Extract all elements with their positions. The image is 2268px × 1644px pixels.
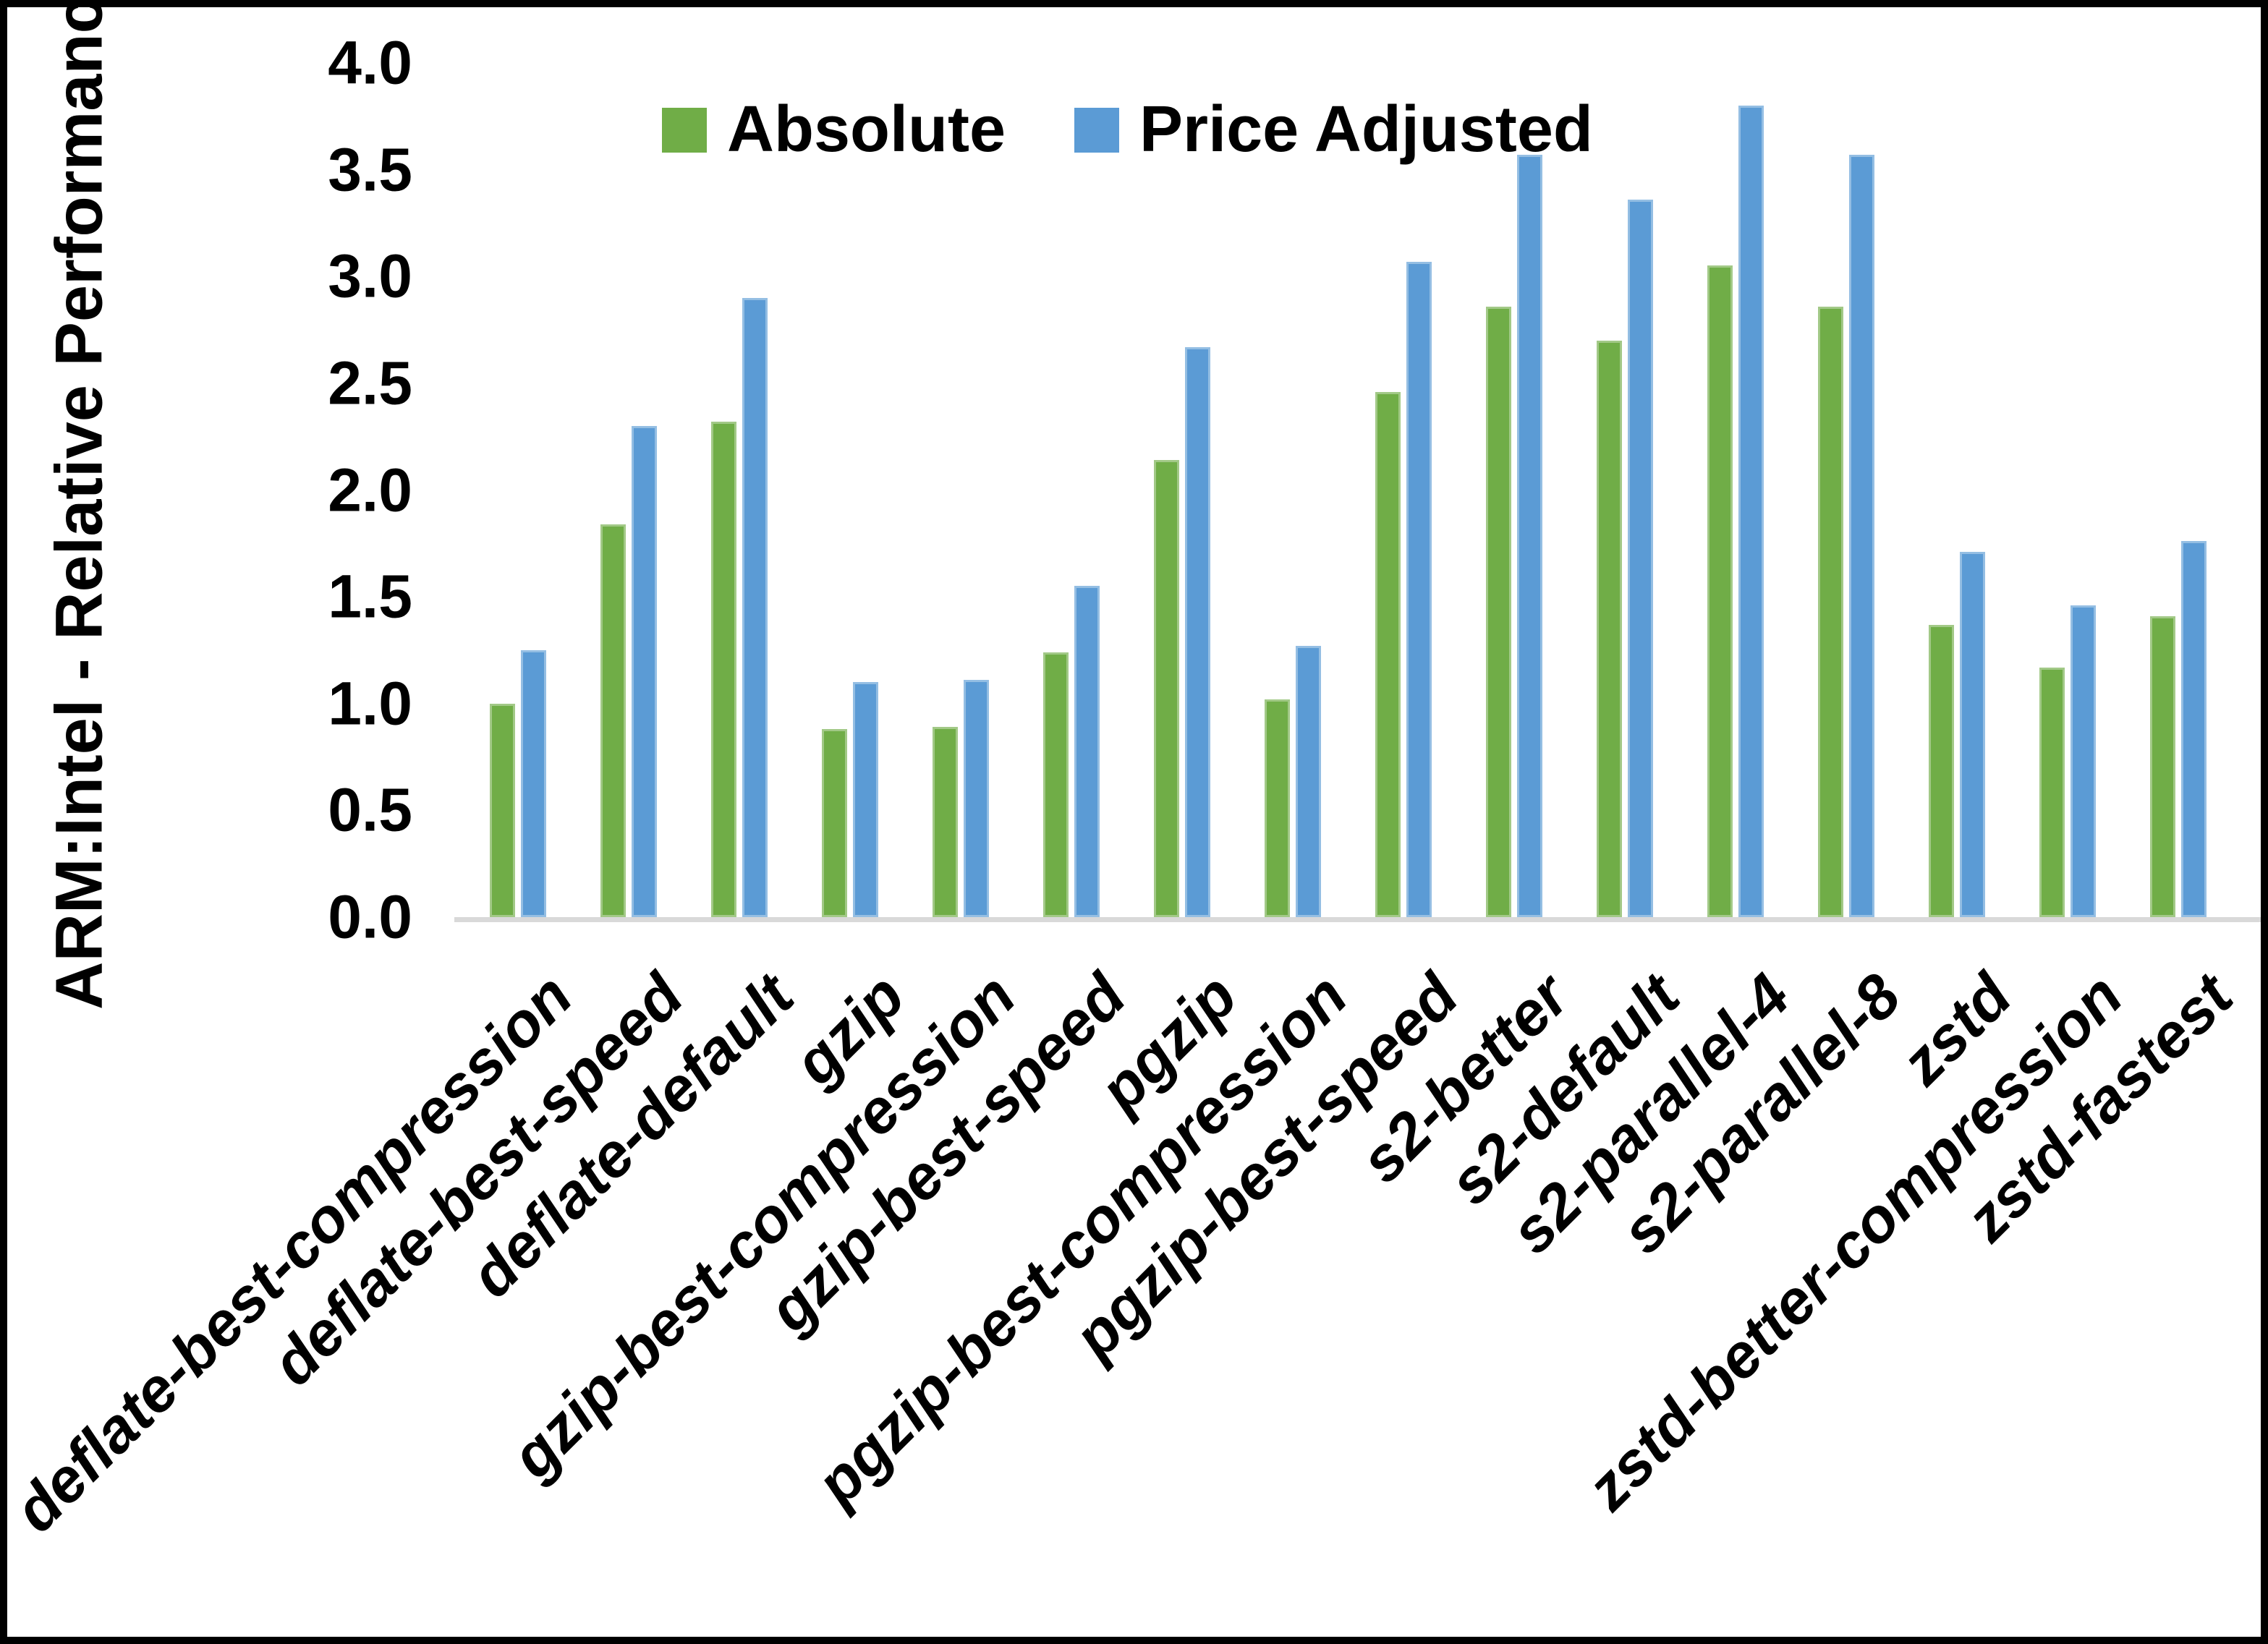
bar-price-adjusted-pgzip	[1185, 347, 1210, 917]
plot-area	[463, 63, 2261, 917]
x-axis-line	[454, 917, 2261, 922]
bar-absolute-s2-default	[1597, 341, 1622, 917]
bar-price-adjusted-zstd-fastest	[2181, 541, 2207, 917]
y-tick-2.0: 2.0	[328, 456, 412, 524]
y-tick-1.5: 1.5	[328, 562, 412, 631]
bar-price-adjusted-gzip	[853, 682, 878, 917]
y-tick-4.0: 4.0	[328, 28, 412, 97]
bar-absolute-deflate-best-compression	[490, 704, 515, 917]
y-tick-3.0: 3.0	[328, 242, 412, 310]
bar-absolute-zstd-better-compression	[2039, 668, 2065, 917]
bar-price-adjusted-deflate-default	[742, 298, 768, 917]
bar-absolute-s2-parallel-4	[1707, 265, 1733, 917]
y-tick-3.5: 3.5	[328, 135, 412, 204]
bar-price-adjusted-s2-better	[1517, 155, 1542, 917]
bar-price-adjusted-gzip-best-speed	[1074, 586, 1100, 917]
legend: Absolute Price Adjusted	[662, 93, 1593, 167]
bar-absolute-pgzip-best-speed	[1375, 392, 1401, 917]
bar-price-adjusted-zstd	[1960, 552, 1985, 917]
bar-price-adjusted-s2-parallel-4	[1738, 106, 1764, 917]
bar-absolute-deflate-best-speed	[600, 524, 626, 917]
bar-absolute-gzip	[822, 729, 847, 917]
bar-absolute-deflate-default	[711, 422, 736, 917]
bar-price-adjusted-s2-parallel-8	[1849, 155, 1874, 917]
legend-item-price-adjusted: Price Adjusted	[1074, 93, 1593, 167]
bar-absolute-s2-parallel-8	[1818, 307, 1843, 917]
y-axis-title: ARM:Intel - Relative Performance	[42, 0, 116, 1010]
legend-swatch-icon	[1074, 107, 1120, 153]
y-tick-0.0: 0.0	[328, 882, 412, 951]
bar-price-adjusted-gzip-best-compression	[964, 680, 989, 917]
legend-label: Price Adjusted	[1139, 93, 1593, 166]
bar-absolute-gzip-best-speed	[1043, 652, 1069, 917]
bar-absolute-gzip-best-compression	[933, 727, 958, 917]
bar-absolute-pgzip	[1154, 460, 1179, 917]
legend-label: Absolute	[727, 93, 1006, 166]
legend-swatch-icon	[662, 107, 707, 153]
bar-absolute-pgzip-best-compression	[1265, 699, 1290, 917]
bar-price-adjusted-s2-default	[1628, 200, 1653, 917]
y-tick-0.5: 0.5	[328, 775, 412, 844]
y-tick-2.5: 2.5	[328, 349, 412, 417]
bar-price-adjusted-deflate-best-compression	[521, 650, 546, 917]
legend-item-absolute: Absolute	[662, 93, 1006, 167]
bar-price-adjusted-pgzip-best-speed	[1406, 262, 1432, 917]
y-tick-1.0: 1.0	[328, 669, 412, 738]
bar-price-adjusted-pgzip-best-compression	[1296, 646, 1321, 917]
bar-absolute-zstd	[1929, 625, 1954, 917]
bar-absolute-zstd-fastest	[2150, 616, 2175, 917]
bar-price-adjusted-zstd-better-compression	[2070, 605, 2096, 917]
bar-absolute-s2-better	[1486, 307, 1511, 917]
bar-price-adjusted-deflate-best-speed	[632, 426, 657, 917]
